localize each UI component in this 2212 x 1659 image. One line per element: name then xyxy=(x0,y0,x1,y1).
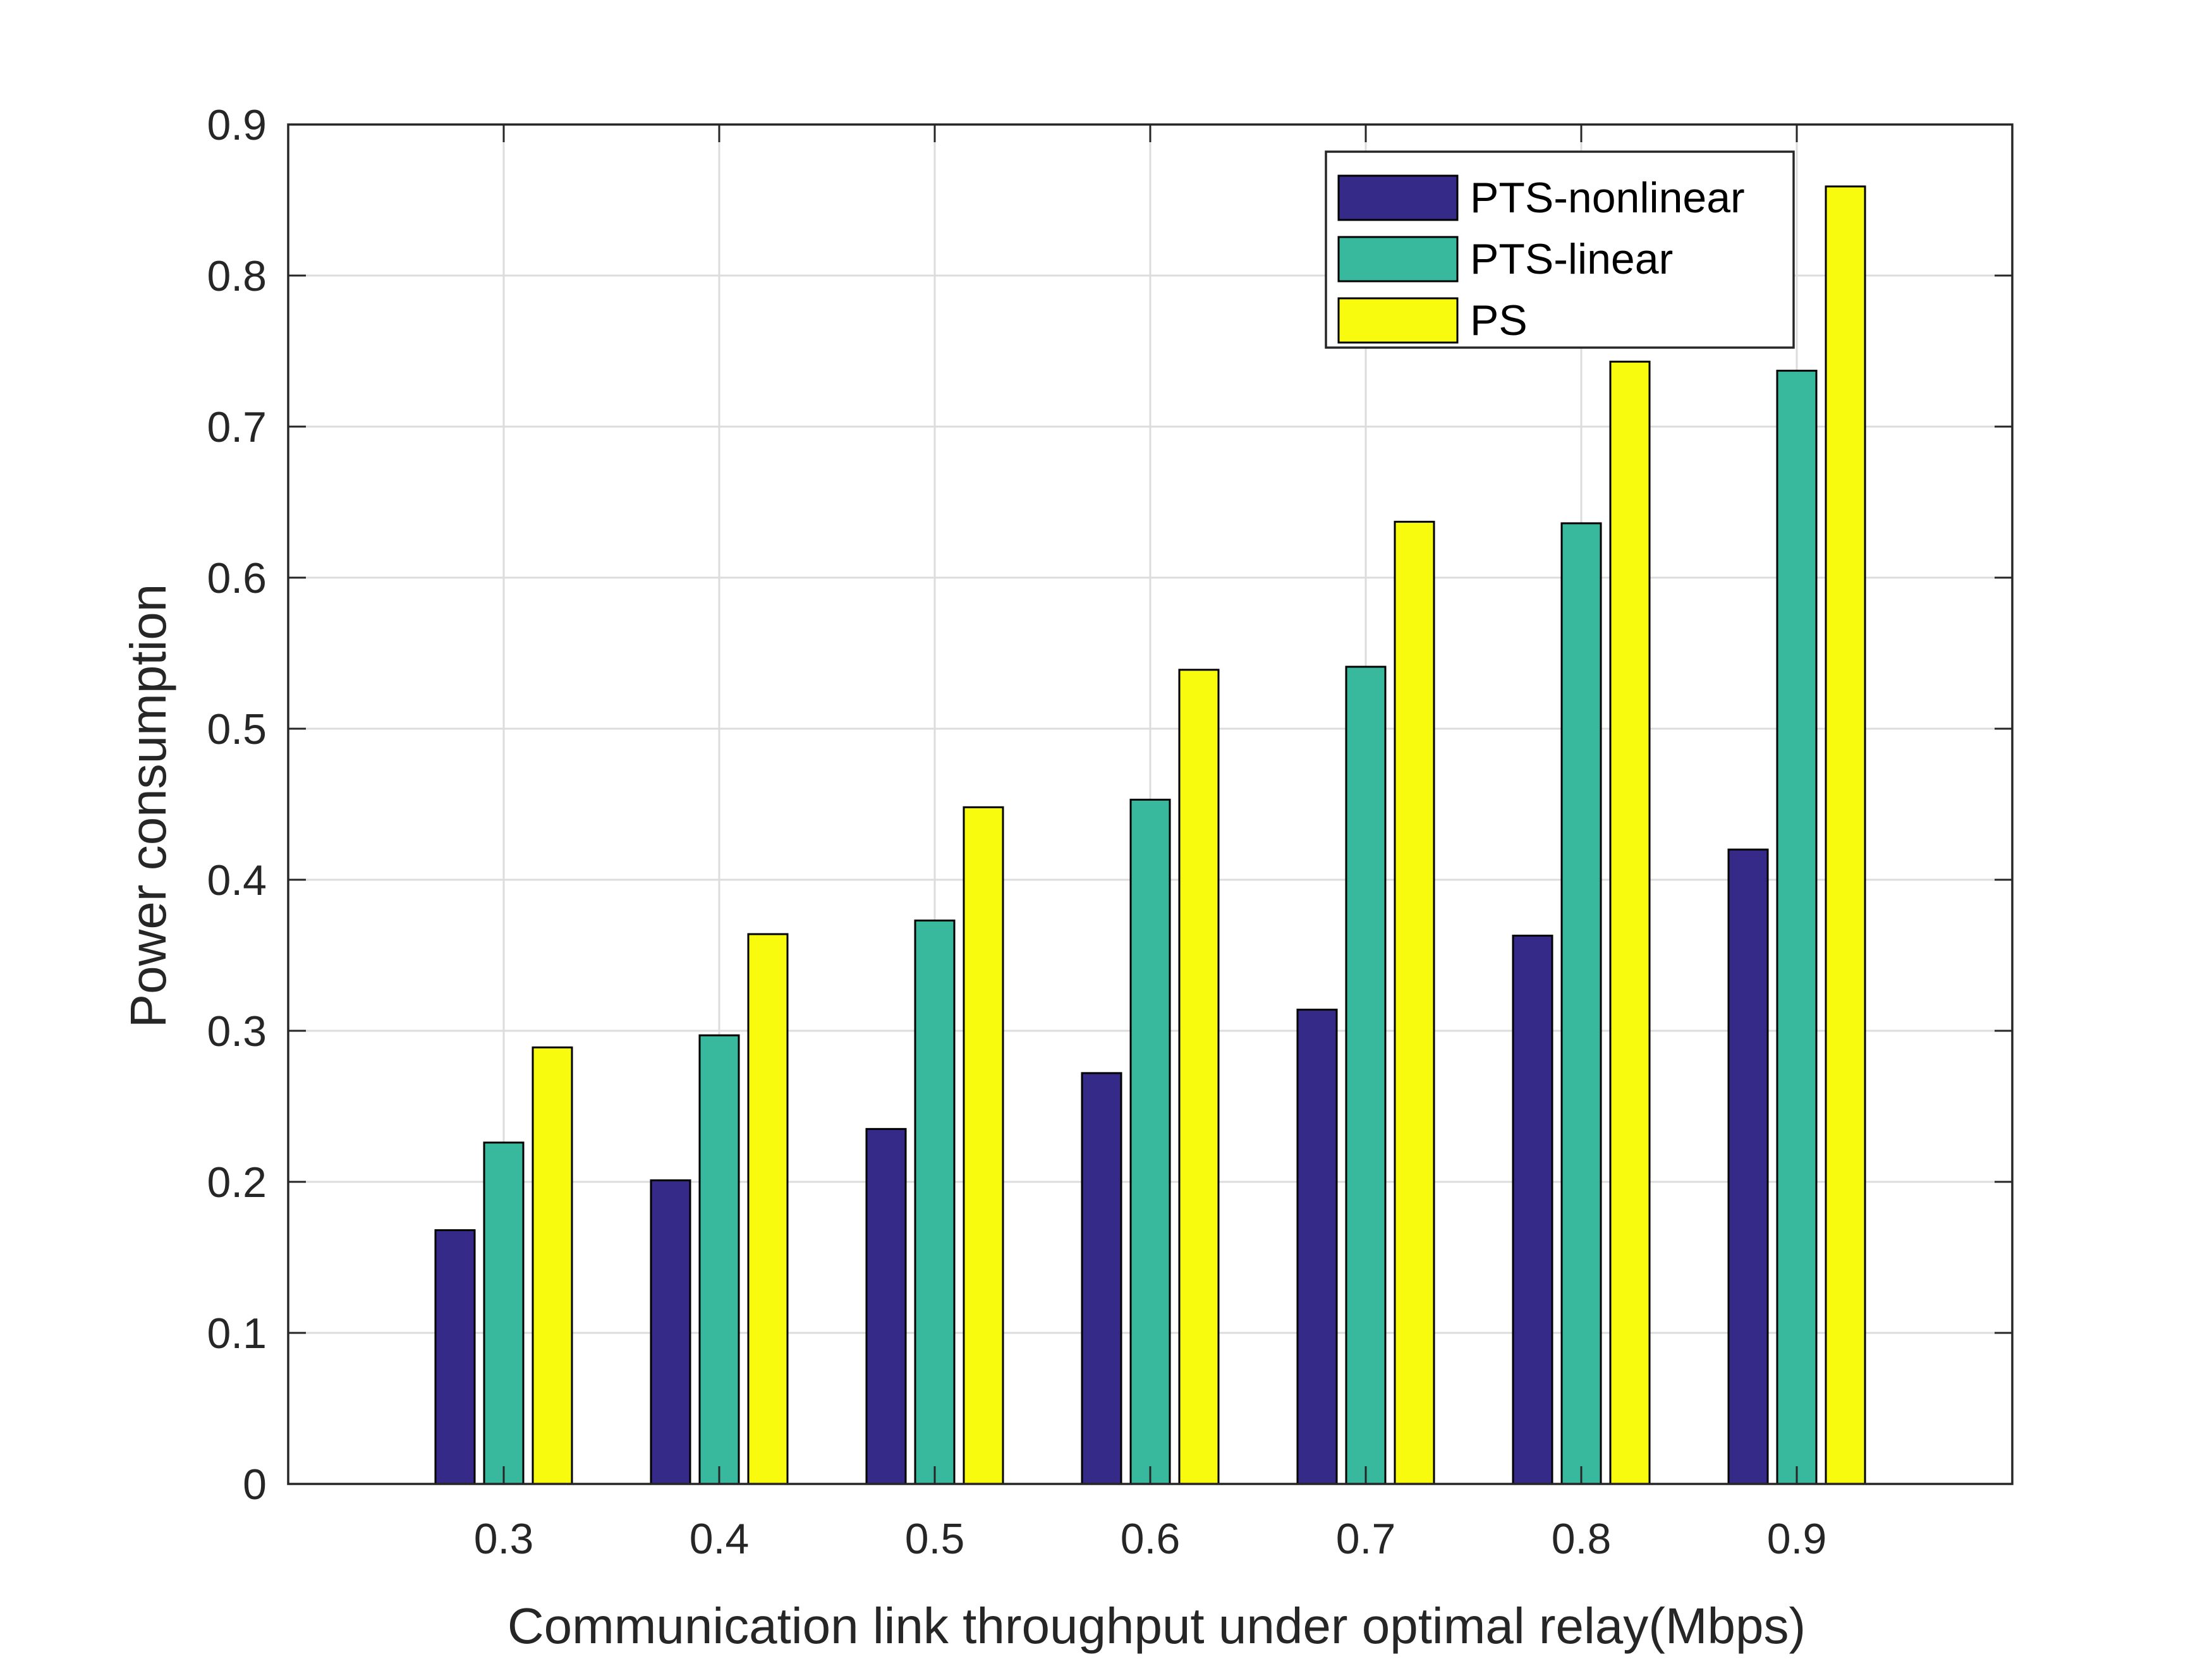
legend-swatch xyxy=(1337,297,1459,344)
y-tick-label: 0 xyxy=(243,1461,267,1509)
x-tick-label: 0.9 xyxy=(1767,1515,1827,1563)
x-tick-label: 0.6 xyxy=(1121,1515,1181,1563)
bar-pts-nonlinear-0.5 xyxy=(865,1127,907,1485)
x-axis-label: Communication link throughput under opti… xyxy=(507,1598,1806,1654)
x-tick-label: 0.3 xyxy=(474,1515,534,1563)
y-tick-label: 0.5 xyxy=(207,705,267,753)
bar-pts-nonlinear-0.8 xyxy=(1512,934,1553,1485)
y-tick-label: 0.8 xyxy=(207,252,267,300)
bar-pts-nonlinear-0.3 xyxy=(434,1229,476,1485)
y-tick-label: 0.1 xyxy=(207,1310,267,1358)
bar-ps-0.3 xyxy=(532,1046,573,1485)
bar-ps-0.9 xyxy=(1825,185,1866,1485)
y-tick-label: 0.6 xyxy=(207,554,267,602)
x-tick-label: 0.8 xyxy=(1552,1515,1612,1563)
bar-ps-0.6 xyxy=(1178,669,1220,1485)
bar-ps-0.5 xyxy=(963,806,1004,1485)
bar-pts-nonlinear-0.4 xyxy=(650,1179,691,1485)
bar-pts-linear-0.6 xyxy=(1129,798,1171,1485)
legend-label: PS xyxy=(1470,296,1528,344)
y-tick-label: 0.9 xyxy=(207,101,267,149)
x-tick-label: 0.7 xyxy=(1336,1515,1396,1563)
y-tick-label: 0.7 xyxy=(207,403,267,451)
bar-pts-linear-0.5 xyxy=(914,920,956,1485)
legend-swatch xyxy=(1337,174,1459,221)
legend-swatch xyxy=(1337,236,1459,283)
tick-labels: 0 0.1 0.2 0.3 0.4 0.5 0.6 0.7 0.8 0.9 0.3 0.4 0.5 0.6… xyxy=(207,101,1826,1563)
bar-pts-nonlinear-0.7 xyxy=(1296,1009,1338,1485)
bar-ps-0.7 xyxy=(1394,521,1435,1485)
y-tick-label: 0.3 xyxy=(207,1007,267,1055)
x-tick-label: 0.5 xyxy=(905,1515,965,1563)
bar-pts-linear-0.7 xyxy=(1345,665,1387,1485)
axes xyxy=(287,123,2014,1485)
legend-label: PTS-linear xyxy=(1470,235,1673,283)
bar-ps-0.8 xyxy=(1609,360,1651,1485)
x-tick-label: 0.4 xyxy=(690,1515,750,1563)
plot-frame xyxy=(287,123,2014,1485)
bar-pts-linear-0.3 xyxy=(483,1141,525,1485)
bar-pts-nonlinear-0.6 xyxy=(1081,1072,1122,1485)
bar-pts-linear-0.4 xyxy=(698,1034,740,1485)
bar-ps-0.4 xyxy=(747,933,789,1485)
legend: PTS-nonlinear PTS-linear PS xyxy=(1325,150,1795,349)
bar-pts-nonlinear-0.9 xyxy=(1727,848,1769,1485)
legend-label: PTS-nonlinear xyxy=(1470,174,1745,222)
y-tick-label: 0.2 xyxy=(207,1158,267,1206)
y-tick-label: 0.4 xyxy=(207,856,267,904)
bars xyxy=(434,185,1866,1485)
bar-pts-linear-0.8 xyxy=(1560,522,1602,1485)
bar-pts-linear-0.9 xyxy=(1776,370,1818,1485)
y-axis-label: Power consumption xyxy=(120,584,176,1028)
